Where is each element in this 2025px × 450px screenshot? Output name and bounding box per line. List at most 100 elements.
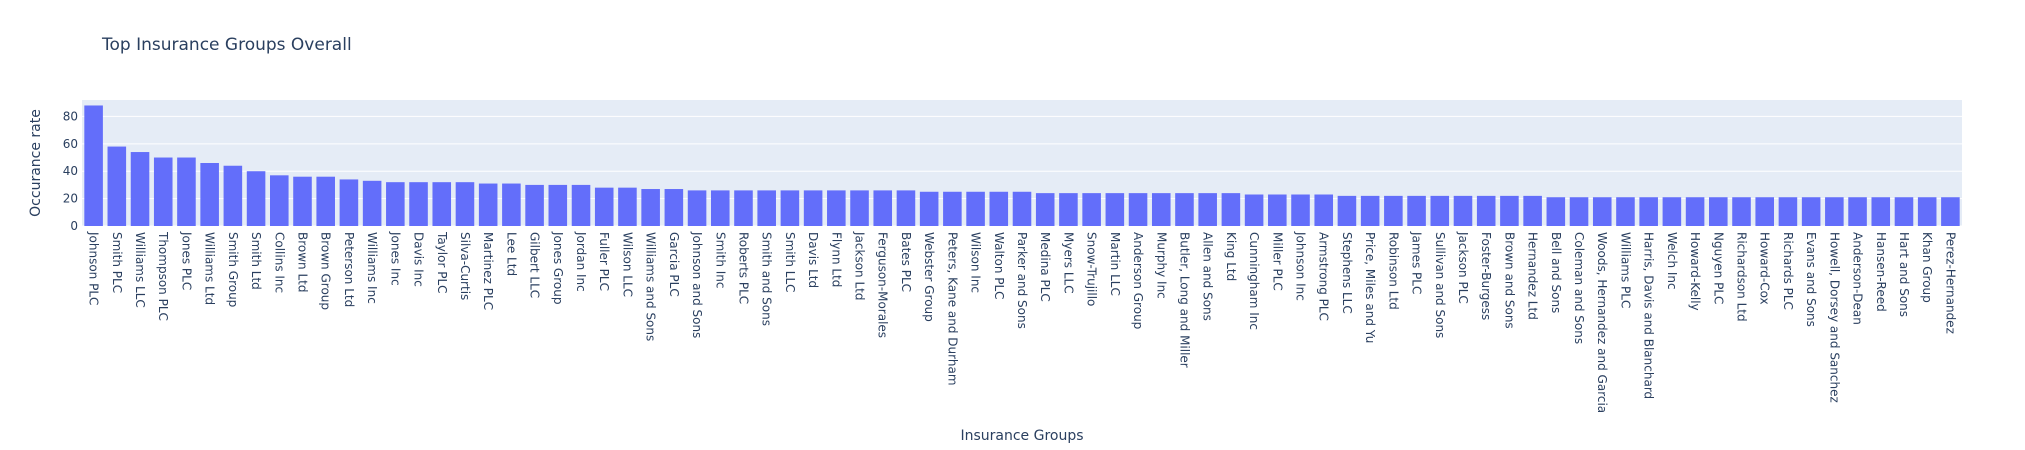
bar[interactable] <box>1268 194 1287 227</box>
bar[interactable] <box>943 191 962 226</box>
bar[interactable] <box>1105 193 1125 226</box>
bar[interactable] <box>409 182 428 226</box>
x-tick-label: Richards PLC <box>1781 232 1795 310</box>
bar[interactable] <box>339 179 359 226</box>
x-tick-label: Martinez PLC <box>481 232 495 310</box>
bar[interactable] <box>989 191 1009 226</box>
bar[interactable] <box>153 157 173 226</box>
bar[interactable] <box>1523 195 1542 226</box>
bar[interactable] <box>803 190 823 226</box>
bar[interactable] <box>1546 197 1566 226</box>
bar[interactable] <box>1894 197 1914 226</box>
x-tick-label: Taylor PLC <box>435 231 449 294</box>
bar[interactable] <box>223 165 243 226</box>
bar[interactable] <box>966 191 985 226</box>
bar[interactable] <box>571 184 591 226</box>
bar[interactable] <box>1616 197 1635 226</box>
bar[interactable] <box>1476 195 1496 226</box>
bar[interactable] <box>1709 197 1728 226</box>
x-tick-label: Bell and Sons <box>1549 232 1563 313</box>
bar[interactable] <box>1778 197 1798 226</box>
bar[interactable] <box>1917 197 1937 226</box>
bar[interactable] <box>687 190 707 226</box>
bar[interactable] <box>1291 194 1310 227</box>
bar[interactable] <box>525 184 544 226</box>
bar[interactable] <box>780 190 800 226</box>
bar[interactable] <box>1685 197 1705 226</box>
x-tick-label: Williams Inc <box>365 232 379 304</box>
bar[interactable] <box>1453 195 1473 226</box>
bar[interactable] <box>873 190 893 226</box>
x-tick-label: Price, Miles and Yu <box>1363 232 1377 343</box>
bar[interactable] <box>1059 193 1078 226</box>
bar[interactable] <box>1012 191 1032 226</box>
x-tick-label: Woods, Hernandez and Garcia <box>1595 232 1609 413</box>
bar[interactable] <box>1244 194 1264 227</box>
bar[interactable] <box>734 190 753 226</box>
bar[interactable] <box>710 190 730 226</box>
x-tick-label: Smith PLC <box>110 232 124 293</box>
bar[interactable] <box>1941 197 1960 226</box>
bar[interactable] <box>246 171 266 226</box>
x-tick-label: Sullivan and Sons <box>1433 232 1447 338</box>
bar[interactable] <box>1337 195 1357 226</box>
x-tick-label: Parker and Sons <box>1015 232 1029 329</box>
bar[interactable] <box>1871 197 1891 226</box>
bar[interactable] <box>1407 195 1426 226</box>
bar[interactable] <box>618 187 637 226</box>
bar[interactable] <box>1430 195 1450 226</box>
bar[interactable] <box>455 182 475 226</box>
bar[interactable] <box>1662 197 1682 226</box>
bar[interactable] <box>1035 193 1055 226</box>
bar[interactable] <box>1848 197 1867 226</box>
bar[interactable] <box>896 190 916 226</box>
x-tick-label: Williams LLC <box>133 232 147 308</box>
bar[interactable] <box>130 152 150 226</box>
bar[interactable] <box>502 183 521 226</box>
x-tick-label: Johnson and Sons <box>690 231 704 338</box>
bar[interactable] <box>850 190 869 226</box>
bar[interactable] <box>84 105 103 226</box>
bar[interactable] <box>1360 195 1380 226</box>
bar[interactable] <box>1175 193 1194 226</box>
bar[interactable] <box>316 176 335 226</box>
y-tick-label: 60 <box>63 137 78 151</box>
bar[interactable] <box>362 180 382 226</box>
bar[interactable] <box>1082 193 1101 226</box>
bar[interactable] <box>107 146 127 226</box>
bar[interactable] <box>1801 197 1821 226</box>
x-tick-label: Fuller PLC <box>597 232 611 291</box>
bar[interactable] <box>757 190 776 226</box>
bar[interactable] <box>432 182 452 226</box>
x-tick-label: Jones Group <box>551 231 565 304</box>
bar[interactable] <box>1569 197 1589 226</box>
bar[interactable] <box>827 190 846 226</box>
x-tick-label: Harris, Davis and Blanchard <box>1642 232 1656 399</box>
x-tick-label: Brown Ltd <box>295 232 309 293</box>
bar[interactable] <box>200 163 219 226</box>
bar[interactable] <box>478 183 498 226</box>
bar[interactable] <box>386 182 405 226</box>
bar[interactable] <box>548 184 568 226</box>
bar[interactable] <box>1128 193 1148 226</box>
bar[interactable] <box>641 189 660 226</box>
bar[interactable] <box>1732 197 1751 226</box>
bar[interactable] <box>1151 193 1171 226</box>
bar[interactable] <box>1500 195 1519 226</box>
bar[interactable] <box>1592 197 1612 226</box>
bar[interactable] <box>1314 194 1334 227</box>
bar[interactable] <box>177 157 196 226</box>
bar[interactable] <box>293 176 312 226</box>
bar[interactable] <box>1825 197 1844 226</box>
bar[interactable] <box>1384 195 1403 226</box>
bar[interactable] <box>594 187 614 226</box>
bar[interactable] <box>664 189 684 226</box>
bar[interactable] <box>1198 193 1217 226</box>
bar[interactable] <box>1755 197 1774 226</box>
bar[interactable] <box>919 191 939 226</box>
bar[interactable] <box>270 175 289 226</box>
bar[interactable] <box>1221 193 1241 226</box>
x-tick-label: Webster Group <box>922 232 936 322</box>
bar[interactable] <box>1639 197 1658 226</box>
x-tick-label: King Ltd <box>1224 232 1238 281</box>
